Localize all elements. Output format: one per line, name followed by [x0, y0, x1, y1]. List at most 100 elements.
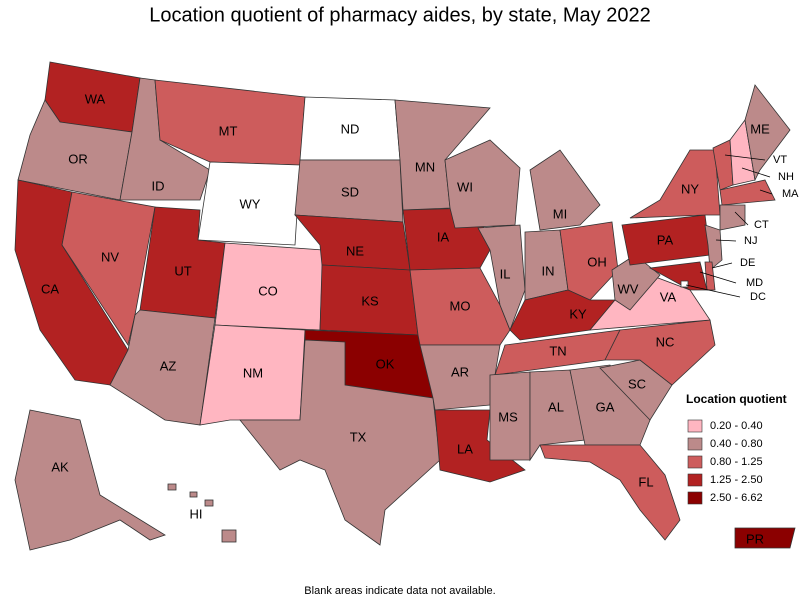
state-shape	[734, 527, 796, 549]
state-label: HI	[190, 506, 203, 521]
legend-label: 0.20 - 0.40	[710, 420, 763, 432]
state-label: ND	[341, 121, 360, 136]
state-shape	[589, 274, 711, 331]
state-label: NM	[243, 365, 263, 380]
state-label: KY	[569, 306, 587, 321]
state-shape	[419, 344, 501, 411]
leader-line	[759, 189, 773, 195]
state-label: GA	[596, 399, 615, 414]
state-shape	[167, 483, 177, 491]
state-label: KS	[361, 293, 379, 308]
legend-label: 1.25 - 2.50	[710, 474, 763, 486]
state-shape	[719, 204, 746, 231]
state-label: CT	[754, 219, 769, 231]
leader-line	[711, 262, 733, 269]
state-label: MN	[415, 159, 435, 174]
state-label: OR	[68, 151, 88, 166]
state-label: CO	[258, 283, 278, 298]
state-shape	[529, 149, 601, 231]
state-shape	[704, 261, 716, 291]
state-label: MA	[782, 188, 799, 200]
leader-line	[734, 211, 749, 226]
state-shape	[680, 280, 689, 288]
state-label: NY	[681, 181, 699, 196]
state-label: UT	[174, 263, 191, 278]
state-label: MD	[746, 277, 763, 289]
state-label: NV	[101, 249, 119, 264]
state-label: IL	[500, 266, 511, 281]
legend-title: Location quotient	[686, 392, 787, 406]
state-label: SD	[341, 184, 359, 199]
map-title: Location quotient of pharmacy aides, by …	[149, 4, 650, 26]
legend-swatch	[687, 419, 703, 433]
state-label: NH	[778, 171, 794, 183]
state-shape	[14, 409, 166, 551]
state-label: AZ	[160, 358, 177, 373]
state-label: VT	[773, 154, 787, 166]
state-label: AK	[51, 459, 69, 474]
state-label: MO	[450, 298, 471, 313]
state-label: WI	[457, 179, 473, 194]
legend-swatch	[687, 473, 703, 487]
leader-line	[741, 167, 771, 178]
legend-label: 0.80 - 1.25	[710, 456, 763, 468]
state-shape	[719, 179, 776, 206]
leader-line	[685, 284, 741, 298]
leader-line	[724, 154, 766, 161]
state-label: WY	[240, 196, 261, 211]
state-label: OH	[587, 254, 607, 269]
state-shape	[559, 221, 619, 301]
footnote: Blank areas indicate data not available.	[304, 585, 495, 597]
state-label: TN	[549, 343, 566, 358]
legend-label: 0.40 - 0.80	[710, 438, 763, 450]
state-label: MI	[553, 206, 567, 221]
state-label: DE	[740, 257, 755, 269]
state-label: VA	[660, 289, 677, 304]
state-shape	[409, 267, 511, 346]
state-label: DC	[750, 291, 766, 303]
state-label: IN	[542, 263, 555, 278]
state-shape	[109, 309, 216, 426]
legend-swatch	[687, 437, 703, 451]
state-shape	[629, 149, 721, 219]
state-label: WV	[618, 281, 639, 296]
state-shape	[604, 319, 716, 386]
state-label: NE	[346, 243, 364, 258]
state-label: AL	[548, 399, 564, 414]
legend-swatch	[687, 491, 703, 505]
state-label: PA	[657, 232, 674, 247]
island	[189, 491, 198, 498]
state-label: WA	[85, 91, 106, 106]
state-shape	[704, 224, 723, 271]
state-label: NJ	[744, 235, 757, 247]
state-shape	[529, 369, 586, 462]
state-shape	[61, 191, 156, 346]
state-label: ID	[152, 178, 165, 193]
state-label: AR	[451, 364, 469, 379]
state-shape	[744, 84, 791, 182]
state-label: OK	[376, 356, 395, 371]
state-shape	[489, 371, 531, 461]
state-label: CA	[41, 281, 59, 296]
state-shape	[197, 161, 301, 246]
state-label: SC	[628, 376, 646, 391]
state-shape	[569, 364, 651, 446]
state-label: MT	[219, 123, 238, 138]
legend-swatch	[687, 455, 703, 469]
legend-label: 2.50 - 6.62	[710, 492, 763, 504]
state-label: FL	[638, 474, 653, 489]
state-label: PR	[746, 531, 764, 546]
state-shape	[539, 444, 681, 541]
state-label: ME	[750, 121, 770, 136]
leader-line	[699, 271, 737, 284]
state-shape	[239, 339, 441, 546]
state-label: NC	[656, 334, 675, 349]
state-shape	[509, 289, 616, 341]
state-label: LA	[457, 441, 473, 456]
state-label: MS	[498, 409, 518, 424]
island	[204, 499, 214, 507]
state-label: IA	[437, 229, 450, 244]
leader-line	[715, 239, 737, 242]
island	[221, 529, 237, 543]
